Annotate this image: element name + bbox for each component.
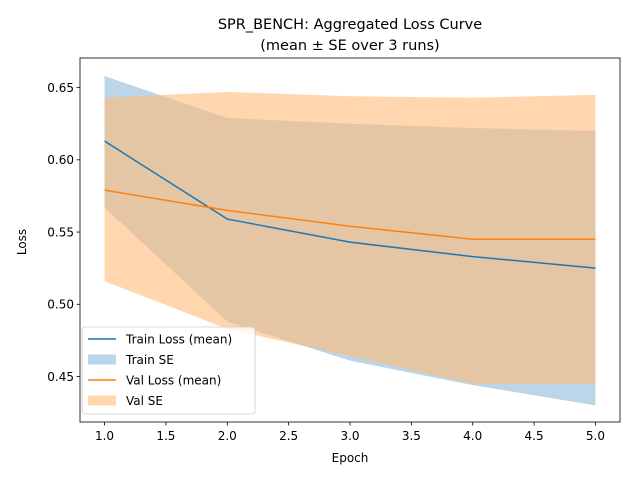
ticks: 1.0 1.5 2.0 2.5 3.0 3.5 4.0 4.5 5.0 0.45 0.50 0.55 0… [47,81,605,443]
x-tick-label: 1.0 [95,429,114,443]
legend-label: Train SE [125,353,174,367]
legend: Train Loss (mean) Train SE Val Loss (mean)… [81,326,256,415]
x-tick-label: 2.5 [279,429,298,443]
mean-line-train [104,140,596,269]
legend-label: Train Loss (mean) [125,332,232,346]
x-tick-label: 1.5 [156,429,175,443]
se-bands [104,76,596,406]
legend-label: Val SE [126,394,163,408]
y-axis-label: Loss [15,229,29,255]
mean-line-val [104,189,596,241]
y-tick-label: 0.65 [47,81,74,95]
y-tick-label: 0.50 [47,298,74,312]
x-tick-label: 3.5 [402,429,421,443]
x-tick-label: 5.0 [586,429,605,443]
chart-title-line2: (mean ± SE over 3 runs) [260,38,439,54]
mean-lines [104,140,596,269]
y-tick-label: 0.55 [47,225,74,239]
y-tick-label: 0.45 [47,370,74,384]
x-tick-label: 3.0 [340,429,359,443]
x-tick-label: 2.0 [218,429,237,443]
chart-title: SPR_BENCH: Aggregated Loss Curve (mean ±… [218,17,482,54]
chart-title-line1: SPR_BENCH: Aggregated Loss Curve [218,17,482,33]
x-tick-label: 4.0 [463,429,482,443]
legend-swatch-patch [88,395,116,406]
legend-label: Val Loss (mean) [126,373,221,387]
se-band-val [104,91,596,384]
y-tick-label: 0.60 [47,153,74,167]
legend-swatch-patch [88,354,116,365]
legend-box [81,326,256,415]
x-tick-label: 4.5 [525,429,544,443]
x-axis-label: Epoch [332,451,369,465]
